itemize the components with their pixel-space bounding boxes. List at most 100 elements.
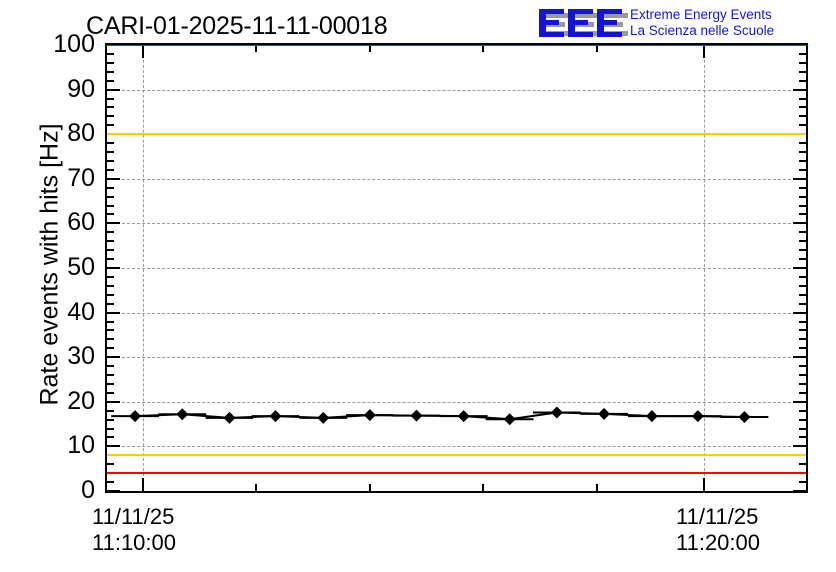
y-tick-right-64 <box>799 204 806 207</box>
data-point-6[interactable] <box>410 409 423 422</box>
y-tick-right-38 <box>799 320 806 323</box>
data-point-2[interactable] <box>223 411 236 424</box>
y-tick-label-50: 50 <box>67 253 95 281</box>
y-tick-right-14 <box>799 427 806 430</box>
y-tick-26 <box>107 374 114 377</box>
y-tick-32 <box>107 347 114 350</box>
data-point-4[interactable] <box>317 411 330 424</box>
y-tick-right-16 <box>799 418 806 421</box>
y-tick-label-0: 0 <box>81 476 95 504</box>
y-tick-right-72 <box>799 168 806 171</box>
gridline-horizontal-40 <box>107 312 806 314</box>
data-point-11[interactable] <box>645 410 658 423</box>
x-tick-minor-bottom-3 <box>595 484 598 491</box>
x-tick-minor-0 <box>255 45 258 52</box>
y-tick-right-12 <box>799 436 806 439</box>
y-tick-label-10: 10 <box>67 431 95 460</box>
y-tick-42 <box>107 302 114 305</box>
y-tick-right-22 <box>799 391 806 394</box>
gridline-vertical-1 <box>704 45 706 491</box>
y-tick-right-2 <box>799 481 806 484</box>
y-tick-label-30: 30 <box>67 342 95 371</box>
plot-area <box>105 43 808 493</box>
y-tick-56 <box>107 240 114 243</box>
y-tick-94 <box>107 70 114 73</box>
y-tick-58 <box>107 231 114 234</box>
logo-caption: Extreme Energy Events La Scienza nelle S… <box>630 7 832 39</box>
y-tick-70 <box>107 177 120 180</box>
y-tick-38 <box>107 320 114 323</box>
plot-inner <box>107 45 806 491</box>
y-tick-right-32 <box>799 347 806 350</box>
y-tick-90 <box>107 88 120 91</box>
y-tick-52 <box>107 258 114 261</box>
y-tick-60 <box>107 222 120 225</box>
eee-logo-letters-icon <box>539 9 628 37</box>
data-point-13[interactable] <box>738 410 751 423</box>
y-tick-label-20: 20 <box>67 386 95 415</box>
y-tick-74 <box>107 159 114 162</box>
y-tick-right-88 <box>799 97 806 100</box>
y-tick-right-76 <box>799 151 806 154</box>
data-point-3[interactable] <box>269 410 282 423</box>
data-point-10[interactable] <box>598 407 611 420</box>
y-tick-right-42 <box>799 302 806 305</box>
y-tick-right-52 <box>799 258 806 261</box>
x-axis-label-start-time: 11:10:00 <box>92 530 177 555</box>
data-point-5[interactable] <box>363 409 376 422</box>
data-point-9[interactable] <box>550 406 563 419</box>
y-tick-10 <box>107 445 120 448</box>
logo-caption-line2: La Scienza nelle Scuole <box>630 23 775 38</box>
x-tick-major-0 <box>141 45 144 58</box>
y-tick-right-56 <box>799 240 806 243</box>
y-tick-right-0 <box>793 490 806 491</box>
data-point-1[interactable] <box>176 408 189 421</box>
y-tick-84 <box>107 115 114 118</box>
y-tick-right-30 <box>793 356 806 359</box>
y-tick-44 <box>107 293 114 296</box>
threshold-line-upper-red-limit <box>107 45 806 46</box>
gridline-horizontal-70 <box>107 178 806 180</box>
y-tick-6 <box>107 463 114 466</box>
threshold-line-upper-yellow-limit <box>107 133 806 136</box>
y-tick-right-60 <box>793 222 806 225</box>
logo-caption-line1: Extreme Energy Events <box>630 7 772 22</box>
y-tick-right-94 <box>799 70 806 73</box>
y-tick-right-34 <box>799 338 806 341</box>
y-tick-98 <box>107 52 114 55</box>
data-series-line <box>111 406 769 426</box>
x-axis-label-end: 11/11/25 11:20:00 <box>676 504 760 556</box>
y-tick-right-10 <box>793 445 806 448</box>
y-tick-right-54 <box>799 249 806 252</box>
gridline-horizontal-10 <box>107 446 806 448</box>
gridline-horizontal-50 <box>107 268 806 269</box>
y-tick-24 <box>107 382 114 385</box>
x-tick-minor-bottom-0 <box>255 484 258 491</box>
y-tick-right-28 <box>799 365 806 368</box>
y-tick-28 <box>107 365 114 368</box>
y-tick-right-18 <box>799 409 806 412</box>
series-polyline <box>135 411 745 421</box>
y-tick-right-78 <box>799 142 806 145</box>
y-tick-right-70 <box>793 177 806 180</box>
data-point-0[interactable] <box>129 410 142 423</box>
y-tick-label-40: 40 <box>67 297 95 326</box>
y-tick-20 <box>107 400 120 403</box>
y-tick-40 <box>107 311 120 314</box>
x-tick-major-1 <box>703 45 706 58</box>
y-tick-16 <box>107 418 114 421</box>
y-tick-right-68 <box>799 186 806 189</box>
data-point-12[interactable] <box>691 410 704 423</box>
data-point-8[interactable] <box>503 413 516 426</box>
y-tick-right-90 <box>793 88 806 91</box>
y-tick-96 <box>107 61 114 64</box>
gridline-horizontal-90 <box>107 89 806 91</box>
y-tick-54 <box>107 249 114 252</box>
y-tick-2 <box>107 481 114 484</box>
eee-logo: Extreme Energy Events La Scienza nelle S… <box>536 4 832 44</box>
y-tick-right-74 <box>799 159 806 162</box>
y-tick-right-58 <box>799 231 806 234</box>
y-tick-72 <box>107 168 114 171</box>
data-point-7[interactable] <box>457 410 470 423</box>
y-tick-12 <box>107 436 114 439</box>
